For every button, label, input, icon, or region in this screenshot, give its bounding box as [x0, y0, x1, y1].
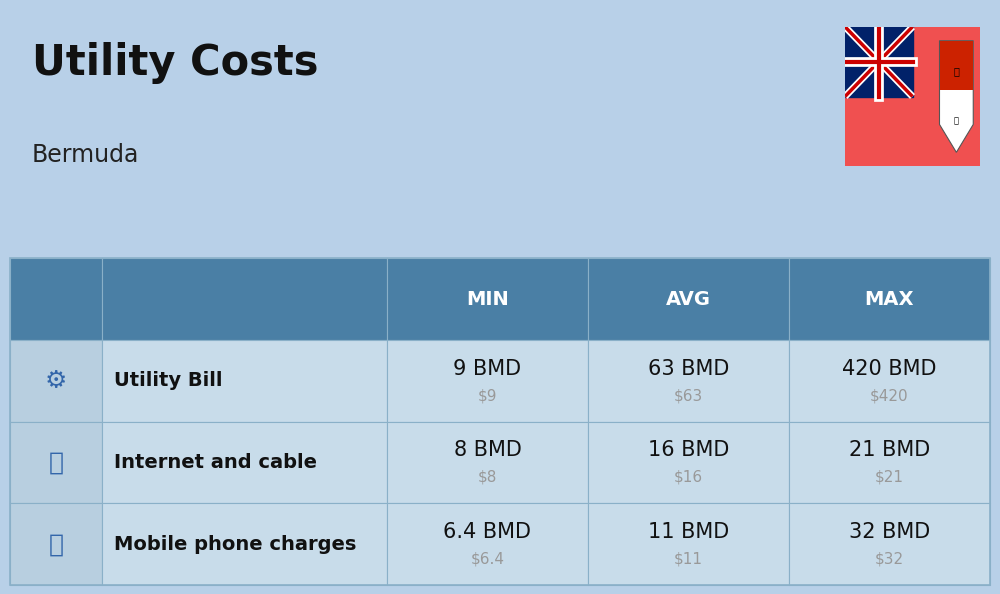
Text: AVG: AVG — [666, 290, 711, 309]
Bar — [10, 258, 990, 585]
Text: 8 BMD: 8 BMD — [454, 440, 521, 460]
Bar — [588, 258, 789, 340]
Text: Internet and cable: Internet and cable — [114, 453, 317, 472]
Polygon shape — [940, 40, 973, 90]
Text: 📶: 📶 — [48, 451, 64, 475]
Text: Mobile phone charges: Mobile phone charges — [114, 535, 356, 554]
Text: $16: $16 — [674, 470, 703, 485]
Text: $6.4: $6.4 — [470, 551, 504, 567]
Bar — [789, 340, 990, 422]
Bar — [845, 27, 912, 96]
FancyBboxPatch shape — [843, 23, 982, 170]
Text: 32 BMD: 32 BMD — [849, 522, 930, 542]
Text: ⚙: ⚙ — [45, 369, 67, 393]
Bar — [102, 503, 387, 585]
Text: 🦁: 🦁 — [953, 66, 959, 76]
Bar — [102, 340, 387, 422]
Text: 63 BMD: 63 BMD — [648, 359, 729, 378]
Text: 9 BMD: 9 BMD — [453, 359, 522, 378]
Text: MIN: MIN — [466, 290, 509, 309]
Bar — [10, 258, 102, 340]
Bar — [789, 258, 990, 340]
Bar — [588, 503, 789, 585]
Text: $9: $9 — [478, 388, 497, 403]
Bar — [387, 503, 588, 585]
Text: 📱: 📱 — [48, 532, 64, 556]
Bar — [10, 503, 102, 585]
Bar — [588, 422, 789, 503]
Bar — [102, 422, 387, 503]
Bar — [387, 258, 588, 340]
Text: Bermuda: Bermuda — [32, 143, 139, 166]
Text: 21 BMD: 21 BMD — [849, 440, 930, 460]
Text: $21: $21 — [875, 470, 904, 485]
Text: $8: $8 — [478, 470, 497, 485]
Polygon shape — [940, 40, 973, 153]
Bar — [588, 340, 789, 422]
Bar — [387, 422, 588, 503]
Text: 420 BMD: 420 BMD — [842, 359, 937, 378]
Text: $420: $420 — [870, 388, 909, 403]
Text: ⛵: ⛵ — [954, 116, 959, 125]
Bar — [387, 340, 588, 422]
Text: Utility Bill: Utility Bill — [114, 371, 222, 390]
Bar — [102, 258, 387, 340]
Bar — [10, 340, 102, 422]
Bar — [789, 422, 990, 503]
Bar — [10, 422, 102, 503]
Text: 16 BMD: 16 BMD — [648, 440, 729, 460]
Text: $11: $11 — [674, 551, 703, 567]
Text: 6.4 BMD: 6.4 BMD — [443, 522, 532, 542]
Text: 11 BMD: 11 BMD — [648, 522, 729, 542]
Text: Utility Costs: Utility Costs — [32, 42, 318, 84]
Bar — [789, 503, 990, 585]
Text: MAX: MAX — [865, 290, 914, 309]
Text: $32: $32 — [875, 551, 904, 567]
Text: $63: $63 — [674, 388, 703, 403]
